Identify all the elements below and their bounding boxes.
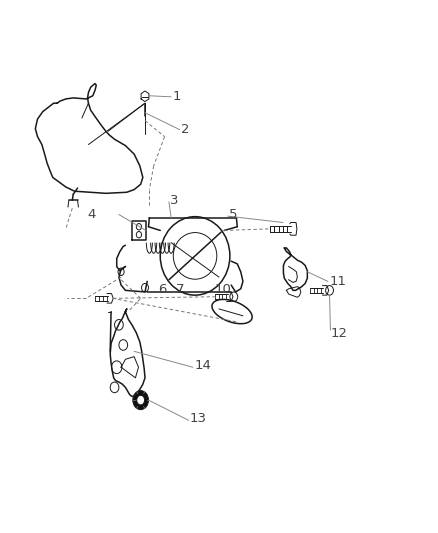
Text: 2: 2 (181, 123, 190, 136)
Text: 6: 6 (158, 284, 166, 296)
Text: 3: 3 (170, 193, 179, 207)
Text: 4: 4 (88, 208, 96, 221)
Text: 10: 10 (215, 284, 232, 296)
Text: 7: 7 (176, 284, 184, 296)
Text: 12: 12 (330, 327, 347, 341)
Circle shape (133, 391, 148, 410)
Text: 14: 14 (194, 359, 211, 372)
Text: 13: 13 (190, 412, 207, 425)
Text: 1: 1 (173, 90, 181, 103)
Text: 5: 5 (229, 208, 237, 221)
Circle shape (137, 395, 145, 405)
Text: 11: 11 (329, 275, 346, 288)
